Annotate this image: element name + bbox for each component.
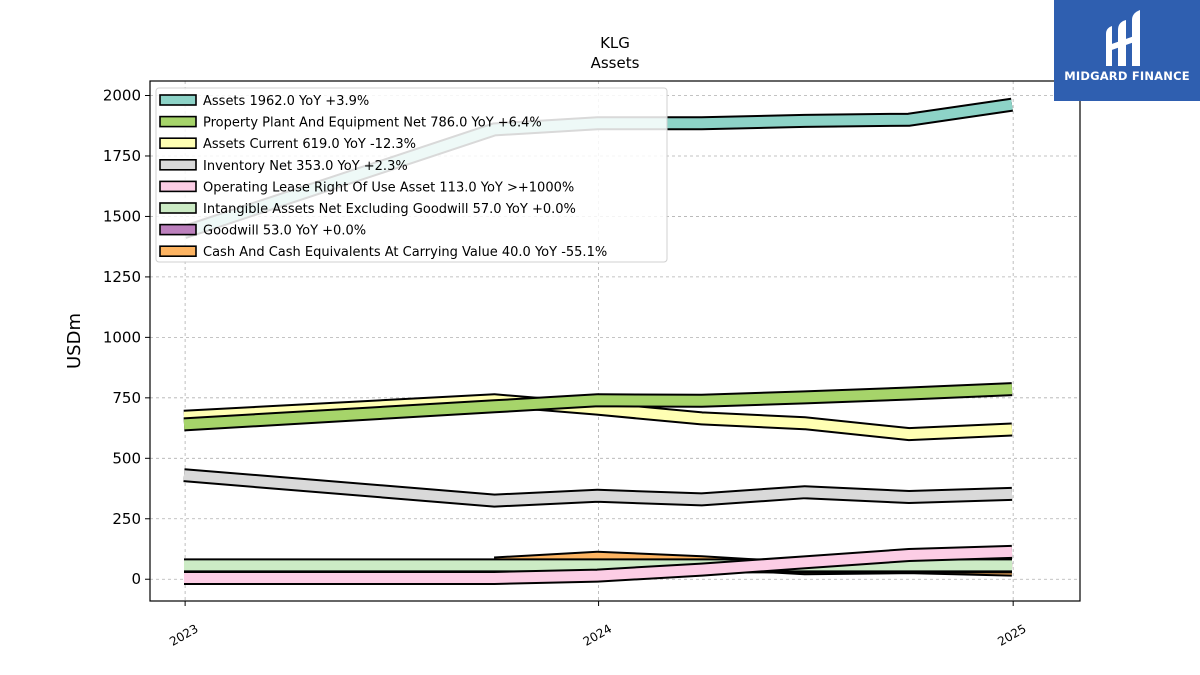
y-tick-label: 0 [131,570,141,588]
legend-swatch [159,159,197,171]
legend-label: Cash And Cash Equivalents At Carrying Va… [203,245,607,260]
x-tick-label: 2025 [995,621,1028,648]
series-line [184,546,1013,583]
legend-label: Assets Current 619.0 YoY -12.3% [203,137,416,152]
legend-swatch [159,115,197,128]
series-layer [181,97,1014,585]
y-axis-label: USDm [64,313,85,369]
plot-frame [149,80,1081,602]
legend-swatch [159,180,197,193]
x-tick-label: 2024 [581,621,614,648]
legend-swatch [159,245,197,257]
legend-label: Property Plant And Equipment Net 786.0 Y… [203,116,542,131]
legend-frame [155,87,668,263]
y-tick-label: 2000 [103,87,141,105]
y-ticks: 0 250 500 750 1000 1250 1500 1750 2000 [103,87,150,588]
y-tick-label: 750 [112,389,141,407]
legend: Assets 1962.0 YoY +3.9% Property Plant An… [155,87,668,263]
logo-text: MIDGARD FINANCE [1064,69,1190,83]
x-tick-label: 2023 [167,621,200,648]
legend-label: Assets 1962.0 YoY +3.9% [203,94,369,109]
chart-subtitle: Assets [591,54,640,72]
y-tick-label: 1000 [103,328,141,346]
legend-swatch [159,137,197,149]
y-tick-label: 500 [112,449,141,467]
legend-label: Goodwill 53.0 YoY +0.0% [203,224,366,239]
legend-swatch [159,202,197,214]
x-ticks: 2023 2024 2025 [167,601,1029,649]
legend-label: Inventory Net 353.0 YoY +2.3% [203,159,408,174]
legend-swatch [159,223,197,236]
logo-mark-icon [1106,10,1140,66]
legend-label: Intangible Assets Net Excluding Goodwill… [203,202,576,217]
y-tick-label: 1250 [103,268,141,286]
series-line [183,470,1013,506]
series-line [183,384,1013,430]
y-tick-label: 250 [112,510,141,528]
y-tick-label: 1750 [103,147,141,165]
brand-logo: MIDGARD FINANCE [1054,0,1200,101]
chart-title: KLG [600,34,630,52]
legend-label: Operating Lease Right Of Use Asset 113.0… [203,180,574,195]
y-tick-label: 1500 [103,207,141,225]
legend-swatch [159,94,197,106]
